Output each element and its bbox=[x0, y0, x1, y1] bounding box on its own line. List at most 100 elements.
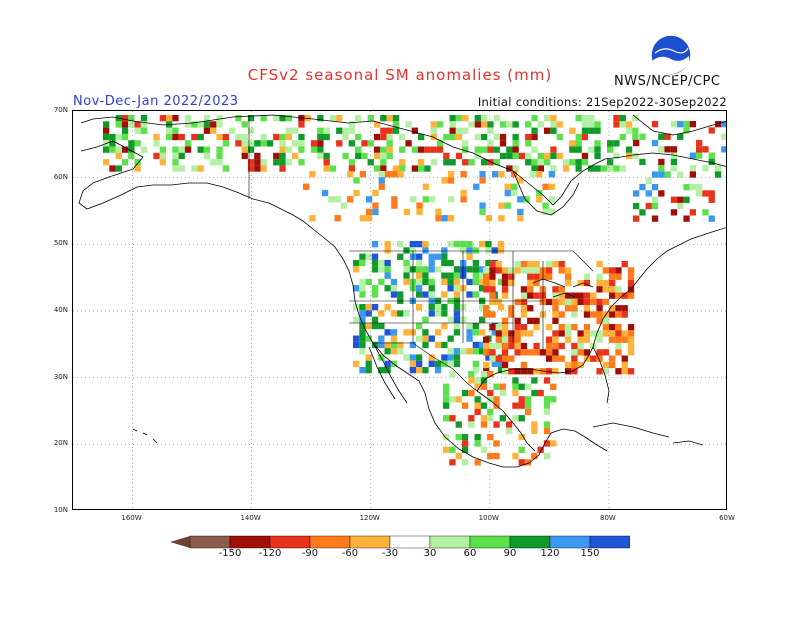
anomaly-cell bbox=[353, 360, 360, 367]
anomaly-cell bbox=[443, 415, 450, 422]
anomaly-cell bbox=[708, 158, 715, 166]
anomaly-cell bbox=[461, 446, 469, 453]
anomaly-cell bbox=[527, 292, 534, 299]
anomaly-cell bbox=[499, 415, 506, 422]
anomaly-cell bbox=[677, 171, 684, 178]
anomaly-cell bbox=[609, 361, 616, 369]
anomaly-cell bbox=[441, 310, 448, 317]
anomaly-cell bbox=[390, 329, 398, 336]
anomaly-cell bbox=[378, 310, 385, 317]
anomaly-cell bbox=[128, 146, 135, 153]
anomaly-cell bbox=[621, 305, 628, 312]
anomaly-cell bbox=[708, 196, 715, 203]
anomaly-cell bbox=[418, 159, 425, 166]
anomaly-cell bbox=[416, 253, 423, 260]
anomaly-cell bbox=[472, 341, 479, 349]
anomaly-cell bbox=[558, 298, 565, 306]
anomaly-cell bbox=[260, 165, 267, 172]
anomaly-cell bbox=[378, 183, 385, 190]
anomaly-cell bbox=[633, 202, 640, 210]
anomaly-cell bbox=[615, 273, 622, 280]
anomaly-cell bbox=[583, 330, 591, 337]
anomaly-cell bbox=[721, 146, 726, 153]
anomaly-cell bbox=[627, 273, 635, 280]
anomaly-cell bbox=[575, 146, 582, 153]
anomaly-cell bbox=[279, 115, 286, 122]
anomaly-cell bbox=[386, 146, 393, 153]
anomaly-cell bbox=[474, 396, 481, 403]
anomaly-cell bbox=[520, 292, 528, 299]
anomaly-cell bbox=[583, 298, 591, 306]
anomaly-cell bbox=[564, 368, 572, 375]
anomaly-cell bbox=[510, 183, 518, 190]
anomaly-cell bbox=[365, 304, 372, 311]
anomaly-cell bbox=[523, 196, 530, 203]
anomaly-cell bbox=[696, 146, 703, 153]
anomaly-cell bbox=[428, 335, 435, 342]
anomaly-cell bbox=[109, 165, 116, 172]
anomaly-cell bbox=[348, 121, 355, 128]
anomaly-cell bbox=[564, 324, 572, 331]
anomaly-cell bbox=[472, 322, 479, 330]
anomaly-cell bbox=[184, 146, 192, 153]
anomaly-cell bbox=[552, 336, 559, 343]
anomaly-cell bbox=[409, 367, 416, 374]
anomaly-cell bbox=[247, 140, 255, 147]
anomaly-cell bbox=[409, 341, 416, 349]
anomaly-cell bbox=[348, 140, 355, 147]
anomaly-cell bbox=[474, 459, 481, 466]
anomaly-cell bbox=[384, 171, 392, 178]
anomaly-cell bbox=[517, 215, 524, 222]
anomaly-cell bbox=[115, 121, 122, 128]
anomaly-cell bbox=[546, 273, 553, 280]
anomaly-cell bbox=[658, 146, 665, 153]
anomaly-cell bbox=[487, 127, 494, 134]
anomaly-cell bbox=[550, 396, 557, 403]
anomaly-cell bbox=[359, 329, 366, 336]
anomaly-cell bbox=[670, 121, 678, 128]
anomaly-cell bbox=[353, 335, 360, 342]
anomaly-cell bbox=[359, 291, 366, 298]
anomaly-cell bbox=[309, 171, 316, 178]
anomaly-cell bbox=[424, 146, 431, 153]
anomaly-cell bbox=[529, 171, 537, 178]
anomaly-cell bbox=[542, 183, 549, 190]
anomaly-cell bbox=[428, 266, 435, 273]
anomaly-cell bbox=[216, 115, 223, 122]
anomaly-cell bbox=[558, 311, 565, 318]
anomaly-cell bbox=[260, 159, 267, 166]
anomaly-cell bbox=[651, 202, 659, 210]
anomaly-cell bbox=[434, 329, 442, 336]
anomaly-cell bbox=[405, 121, 412, 128]
anomaly-cell bbox=[627, 349, 635, 356]
anomaly-cell bbox=[524, 408, 532, 416]
anomaly-cell bbox=[355, 115, 362, 122]
anomaly-cell bbox=[191, 133, 198, 141]
anomaly-cell bbox=[416, 304, 423, 311]
anomaly-cell bbox=[520, 324, 528, 331]
anomaly-cell bbox=[159, 146, 166, 153]
anomaly-cell bbox=[461, 459, 469, 466]
anomaly-cell bbox=[455, 133, 463, 141]
anomaly-cell bbox=[531, 159, 538, 166]
anomaly-cell bbox=[639, 133, 646, 140]
anomaly-cell bbox=[447, 259, 454, 267]
anomaly-cell bbox=[222, 140, 229, 147]
anomaly-cell bbox=[543, 452, 551, 460]
anomaly-cell bbox=[512, 152, 519, 160]
anomaly-cell bbox=[506, 421, 513, 428]
anomaly-cell bbox=[639, 158, 646, 166]
anomaly-cell bbox=[527, 273, 534, 280]
anomaly-cell bbox=[466, 335, 473, 342]
anomaly-cell bbox=[472, 360, 479, 367]
anomaly-cell bbox=[441, 253, 448, 260]
anomaly-cell bbox=[556, 152, 563, 160]
anomaly-cell bbox=[365, 253, 372, 260]
anomaly-cell bbox=[172, 127, 179, 134]
anomaly-cell bbox=[386, 115, 393, 122]
forecast-period: Nov-Dec-Jan 2022/2023 bbox=[73, 94, 239, 109]
anomaly-cell bbox=[558, 324, 565, 331]
anomaly-cell bbox=[317, 133, 324, 141]
anomaly-cell bbox=[336, 140, 343, 147]
anomaly-cell bbox=[575, 115, 582, 122]
